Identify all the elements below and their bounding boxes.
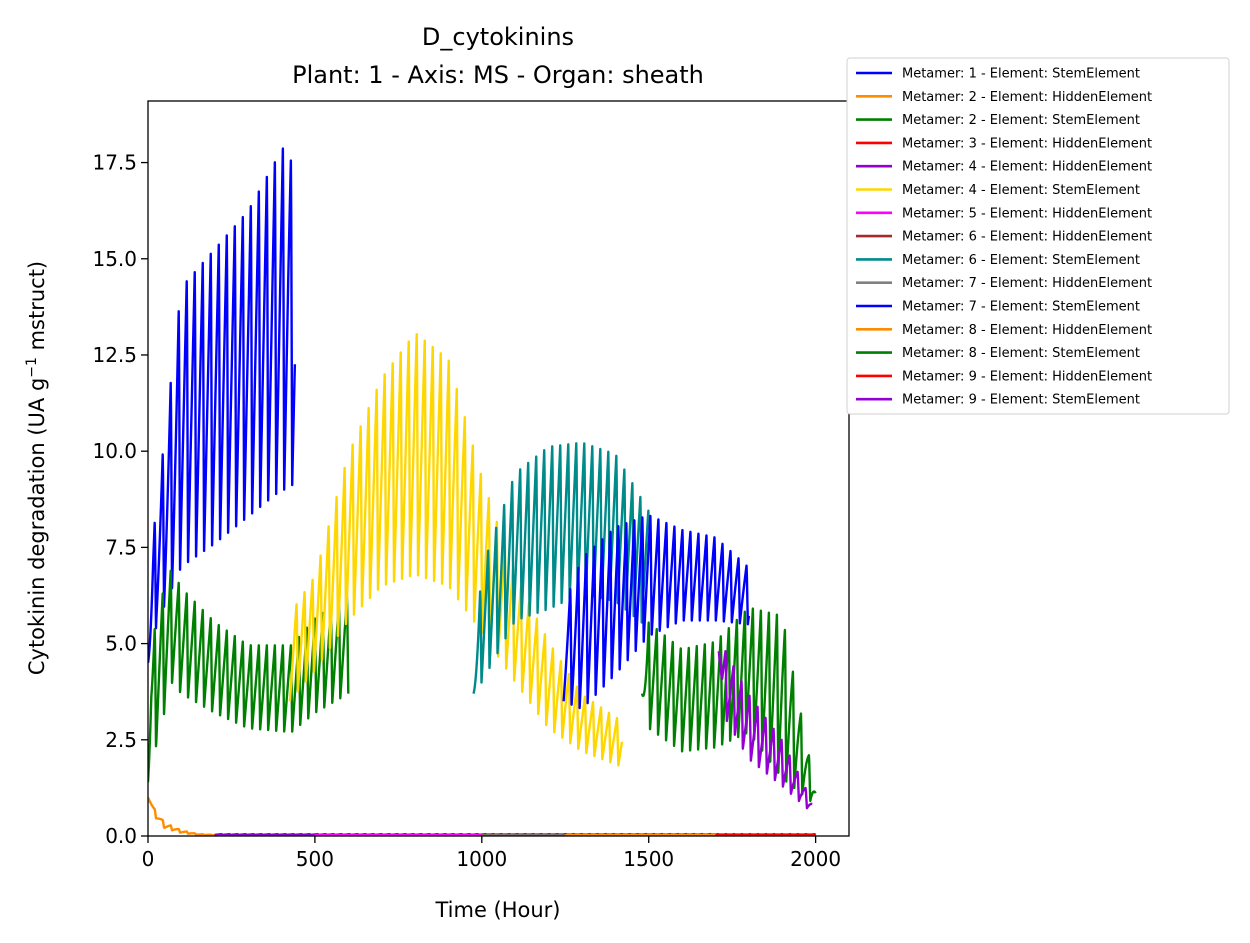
series-line-0: [148, 147, 297, 664]
x-tick-label: 2000: [790, 847, 841, 871]
y-tick-label: 5.0: [105, 632, 137, 656]
y-axis-label-sup: −1: [24, 357, 40, 378]
x-axis: 0 500 1000 1500 2000: [142, 836, 841, 871]
x-tick-label: 1500: [623, 847, 674, 871]
y-tick-label: 12.5: [92, 343, 137, 367]
x-tick-label: 500: [296, 847, 334, 871]
legend-box: [846, 57, 1230, 415]
y-axis: 0.0 2.5 5.0 7.5 10.0 12.5 15.0 17.5: [92, 151, 148, 848]
legend-label: Metamer: 5 - Element: HiddenElement: [902, 206, 1152, 221]
x-tick-label: 0: [142, 847, 155, 871]
y-axis-label: Cytokinin degradation (UA g−1 mstruct): [24, 261, 49, 675]
legend-label: Metamer: 8 - Element: StemElement: [902, 346, 1140, 361]
series-line-10: [562, 514, 751, 710]
y-tick-label: 7.5: [105, 535, 137, 559]
plot-frame: [147, 100, 850, 837]
x-axis-label: Time (Hour): [434, 898, 560, 922]
legend-label: Metamer: 6 - Element: HiddenElement: [902, 230, 1152, 245]
chart-subtitle: Plant: 1 - Axis: MS - Organ: sheath: [292, 61, 704, 89]
series-line-5: [288, 333, 624, 767]
y-tick-label: 2.5: [105, 728, 137, 752]
legend: Metamer: 1 - Element: StemElement Metamer…: [846, 57, 1230, 415]
legend-label: Metamer: 7 - Element: HiddenElement: [902, 276, 1152, 291]
series-line-1: [148, 797, 814, 836]
series-line-8: [472, 442, 650, 694]
y-tick-label: 17.5: [92, 151, 137, 175]
legend-label: Metamer: 4 - Element: HiddenElement: [902, 160, 1152, 175]
y-tick-label: 15.0: [92, 247, 137, 271]
legend-label: Metamer: 8 - Element: HiddenElement: [902, 323, 1152, 338]
y-axis-label-main: Cytokinin degradation (UA g: [25, 378, 49, 675]
series-line-14: [717, 649, 814, 810]
legend-label: Metamer: 2 - Element: HiddenElement: [902, 90, 1152, 105]
legend-label: Metamer: 3 - Element: HiddenElement: [902, 136, 1152, 151]
legend-label: Metamer: 1 - Element: StemElement: [902, 67, 1140, 82]
series-layer: [148, 147, 817, 836]
legend-label: Metamer: 2 - Element: StemElement: [902, 113, 1140, 128]
legend-label: Metamer: 7 - Element: StemElement: [902, 300, 1140, 315]
y-axis-label-tail: mstruct): [25, 261, 49, 357]
legend-label: Metamer: 9 - Element: HiddenElement: [902, 369, 1152, 384]
series-line-2: [148, 569, 350, 783]
x-tick-label: 1000: [456, 847, 507, 871]
chart-title: D_cytokinins: [422, 23, 574, 51]
y-tick-label: 10.0: [92, 439, 137, 463]
y-tick-label: 0.0: [105, 824, 137, 848]
legend-label: Metamer: 4 - Element: StemElement: [902, 183, 1140, 198]
legend-label: Metamer: 6 - Element: StemElement: [902, 253, 1140, 268]
legend-label: Metamer: 9 - Element: StemElement: [902, 393, 1140, 408]
